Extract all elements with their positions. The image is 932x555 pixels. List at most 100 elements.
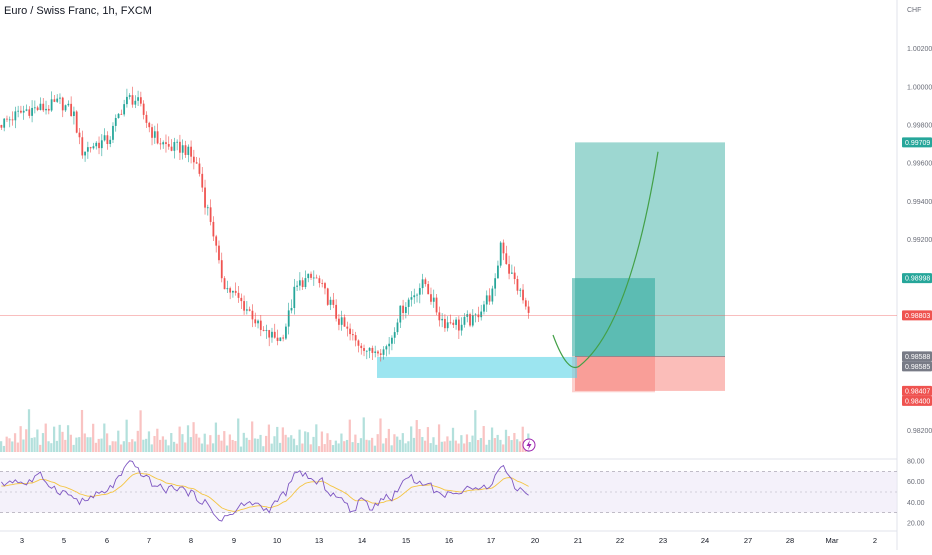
candle-body xyxy=(84,151,86,156)
volume-bar xyxy=(404,443,407,452)
candle-body xyxy=(371,347,374,353)
long-position-tool[interactable] xyxy=(572,142,725,393)
time-tick-label: 22 xyxy=(616,536,624,545)
candle-body xyxy=(324,283,326,289)
candle-body xyxy=(81,137,84,156)
rsi-tick-label: 80.00 xyxy=(907,459,925,466)
candle-body xyxy=(276,337,279,342)
candle-body xyxy=(201,173,204,188)
price-tick-label: 0.99600 xyxy=(907,161,932,168)
volume-bar xyxy=(103,423,106,452)
candle-body xyxy=(510,272,513,274)
volume-bar xyxy=(315,424,318,452)
candle-body xyxy=(112,125,114,140)
volume-bar xyxy=(468,442,471,452)
candle-body xyxy=(354,335,357,341)
volume-bar xyxy=(493,438,496,452)
volume-bar xyxy=(25,429,28,452)
price-tick-label: 1.00200 xyxy=(907,46,932,53)
candle-body xyxy=(524,300,527,307)
candle-body xyxy=(53,99,56,102)
volume-bar xyxy=(306,432,310,452)
time-axis-ticks: 3 5 6 7 8 9 10 13 14 15 16 17 20 21 22 23 24 27 28 Mar 2 xyxy=(20,536,877,545)
candle-body xyxy=(287,310,290,327)
candle-body xyxy=(117,113,120,118)
price-badge-label: 0.99709 xyxy=(905,140,930,147)
demand-zone-rectangle[interactable] xyxy=(377,356,577,378)
volume-bar xyxy=(348,419,351,452)
volume-bar xyxy=(426,427,430,452)
volume-bar xyxy=(298,429,301,452)
candle-body xyxy=(296,285,298,287)
candle-body xyxy=(488,295,491,302)
volume-bar xyxy=(449,440,452,452)
price-tick-label: 0.99200 xyxy=(907,237,932,244)
candle-body xyxy=(365,350,368,352)
volume-bar xyxy=(451,427,455,452)
price-badge-label: 0.98585 xyxy=(905,364,930,371)
candle-body xyxy=(357,340,360,346)
candle-body xyxy=(446,322,449,329)
candle-body xyxy=(326,288,329,305)
candle-body xyxy=(95,142,98,147)
candle-body xyxy=(519,289,522,291)
time-tick-label: 20 xyxy=(531,536,539,545)
volume-bar xyxy=(39,444,42,452)
projected-price-curve[interactable] xyxy=(552,151,659,368)
volume-bar xyxy=(454,440,457,452)
volume-bar xyxy=(424,440,427,452)
volume-bar xyxy=(340,433,343,452)
candle-body xyxy=(438,312,441,321)
candle-body xyxy=(388,343,391,347)
volume-bar xyxy=(139,410,142,452)
volume-bar xyxy=(345,439,349,452)
volume-bar xyxy=(510,440,513,452)
candle-body xyxy=(457,319,460,331)
volume-bar xyxy=(359,438,363,452)
time-tick-label: 14 xyxy=(358,536,366,545)
volume-bar xyxy=(150,444,153,452)
volume-bar xyxy=(371,437,374,452)
volume-bar xyxy=(36,429,39,452)
rsi-tick-label: 40.00 xyxy=(907,500,925,507)
volume-bar xyxy=(41,433,45,452)
volume-bar xyxy=(460,435,463,452)
candle-body xyxy=(209,207,212,222)
volume-bar xyxy=(147,431,151,452)
volume-bar xyxy=(212,443,215,452)
volume-bar xyxy=(231,439,234,452)
candle-body xyxy=(134,100,137,105)
volume-bar xyxy=(181,434,184,452)
candle-body xyxy=(404,306,407,313)
volume-bar xyxy=(485,444,488,452)
candle-body xyxy=(279,337,282,342)
volume-bar xyxy=(189,437,192,452)
volume-bar xyxy=(192,422,195,452)
stop-loss-zone[interactable] xyxy=(575,356,725,391)
volume-bar xyxy=(122,441,125,452)
volume-bar xyxy=(30,437,33,452)
candle-body xyxy=(491,288,494,302)
price-badge xyxy=(902,361,932,372)
candle-body xyxy=(181,145,184,153)
candle-body xyxy=(413,295,416,298)
candle-body xyxy=(245,309,248,311)
price-badge xyxy=(902,310,932,321)
volume-bar xyxy=(477,440,480,452)
candle-body xyxy=(170,146,173,151)
lightning-icon[interactable] xyxy=(522,438,536,452)
time-tick-label: 23 xyxy=(659,536,667,545)
chart-title: Euro / Swiss Franc, 1h, FXCM xyxy=(4,5,152,17)
time-tick-label: 3 xyxy=(20,536,24,545)
candle-body xyxy=(223,278,226,290)
volume-bar xyxy=(136,430,139,452)
volume-bar xyxy=(237,418,240,452)
candle-body xyxy=(382,349,385,355)
candle-body xyxy=(502,242,505,254)
candle-body xyxy=(156,131,159,144)
volume-bar xyxy=(203,433,206,452)
rsi-tick-label: 60.00 xyxy=(907,479,925,486)
volume-bar xyxy=(69,434,72,452)
